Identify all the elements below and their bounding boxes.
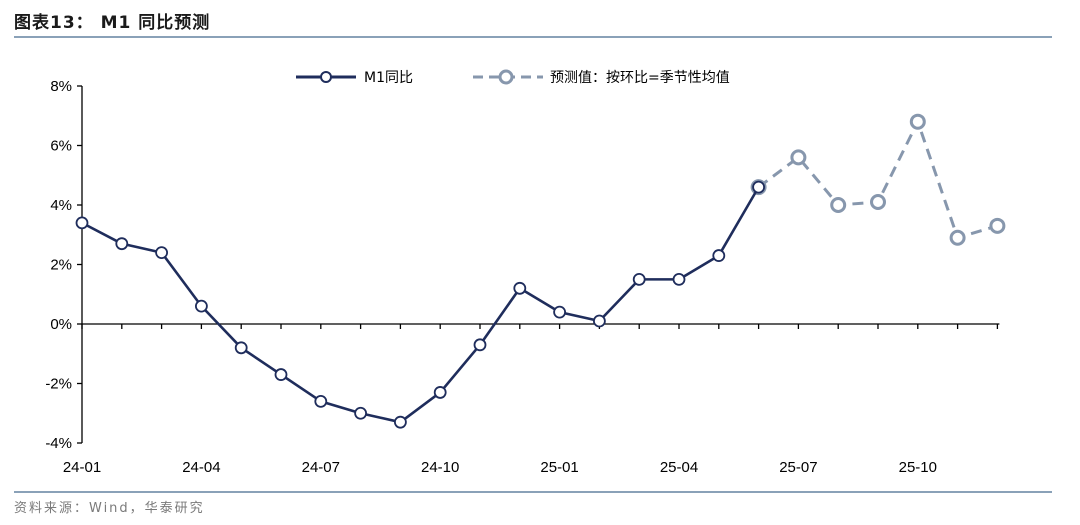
actual-point (194, 299, 208, 313)
y-tick-label: 4% (50, 197, 72, 214)
forecast-point (790, 149, 807, 166)
x-tick-label: 25-01 (540, 459, 578, 476)
forecast-point (830, 197, 847, 213)
actual-point (354, 406, 368, 420)
title-divider (14, 36, 1052, 38)
actual-point (473, 338, 487, 352)
actual-point (393, 415, 407, 429)
actual-point (433, 386, 447, 399)
y-tick-label: 0% (50, 316, 72, 333)
y-tick-label: -2% (45, 376, 72, 393)
actual-point (274, 368, 288, 381)
x-tick-label: 24-01 (63, 459, 101, 476)
actual-point (155, 246, 169, 260)
actual-point (593, 314, 606, 328)
source-note: 资料来源：Wind，华泰研究 (14, 501, 205, 516)
actual-point (115, 237, 129, 251)
legend-actual-label: M1同比 (364, 70, 413, 86)
source-divider (14, 491, 1052, 493)
series-forecast-line (757, 120, 998, 240)
y-tick-label: 8% (50, 78, 72, 95)
actual-point (712, 249, 726, 262)
x-tick-label: 24-04 (182, 459, 220, 476)
x-tick-label: 24-10 (421, 459, 459, 476)
x-tick-label: 25-07 (779, 459, 817, 476)
x-tick-label: 25-04 (660, 459, 698, 476)
actual-point (234, 341, 248, 355)
actual-point (513, 281, 527, 295)
actual-point (752, 180, 765, 194)
y-tick-label: 6% (50, 138, 72, 155)
forecast-point (949, 229, 966, 246)
legend-actual-marker (320, 71, 332, 83)
legend-forecast-marker (498, 69, 514, 85)
actual-point (553, 305, 566, 319)
actual-point (632, 272, 646, 286)
actual-point (672, 272, 686, 286)
legend: M1同比 预测值：按环比=季节性均值 (296, 69, 730, 86)
series-actual-line (81, 186, 760, 424)
chart-title: 图表13： M1 同比预测 (14, 13, 211, 33)
forecast-point (989, 217, 1006, 234)
x-tick-label: 24-07 (302, 459, 340, 476)
legend-forecast-label: 预测值：按环比=季节性均值 (550, 70, 730, 86)
x-tick-label: 25-10 (899, 459, 937, 476)
y-tick-label: -4% (45, 435, 72, 452)
actual-point (314, 394, 328, 408)
forecast-point (909, 113, 926, 130)
actual-point (75, 216, 89, 230)
y-tick-label: 2% (50, 257, 72, 274)
forecast-point (870, 194, 886, 211)
